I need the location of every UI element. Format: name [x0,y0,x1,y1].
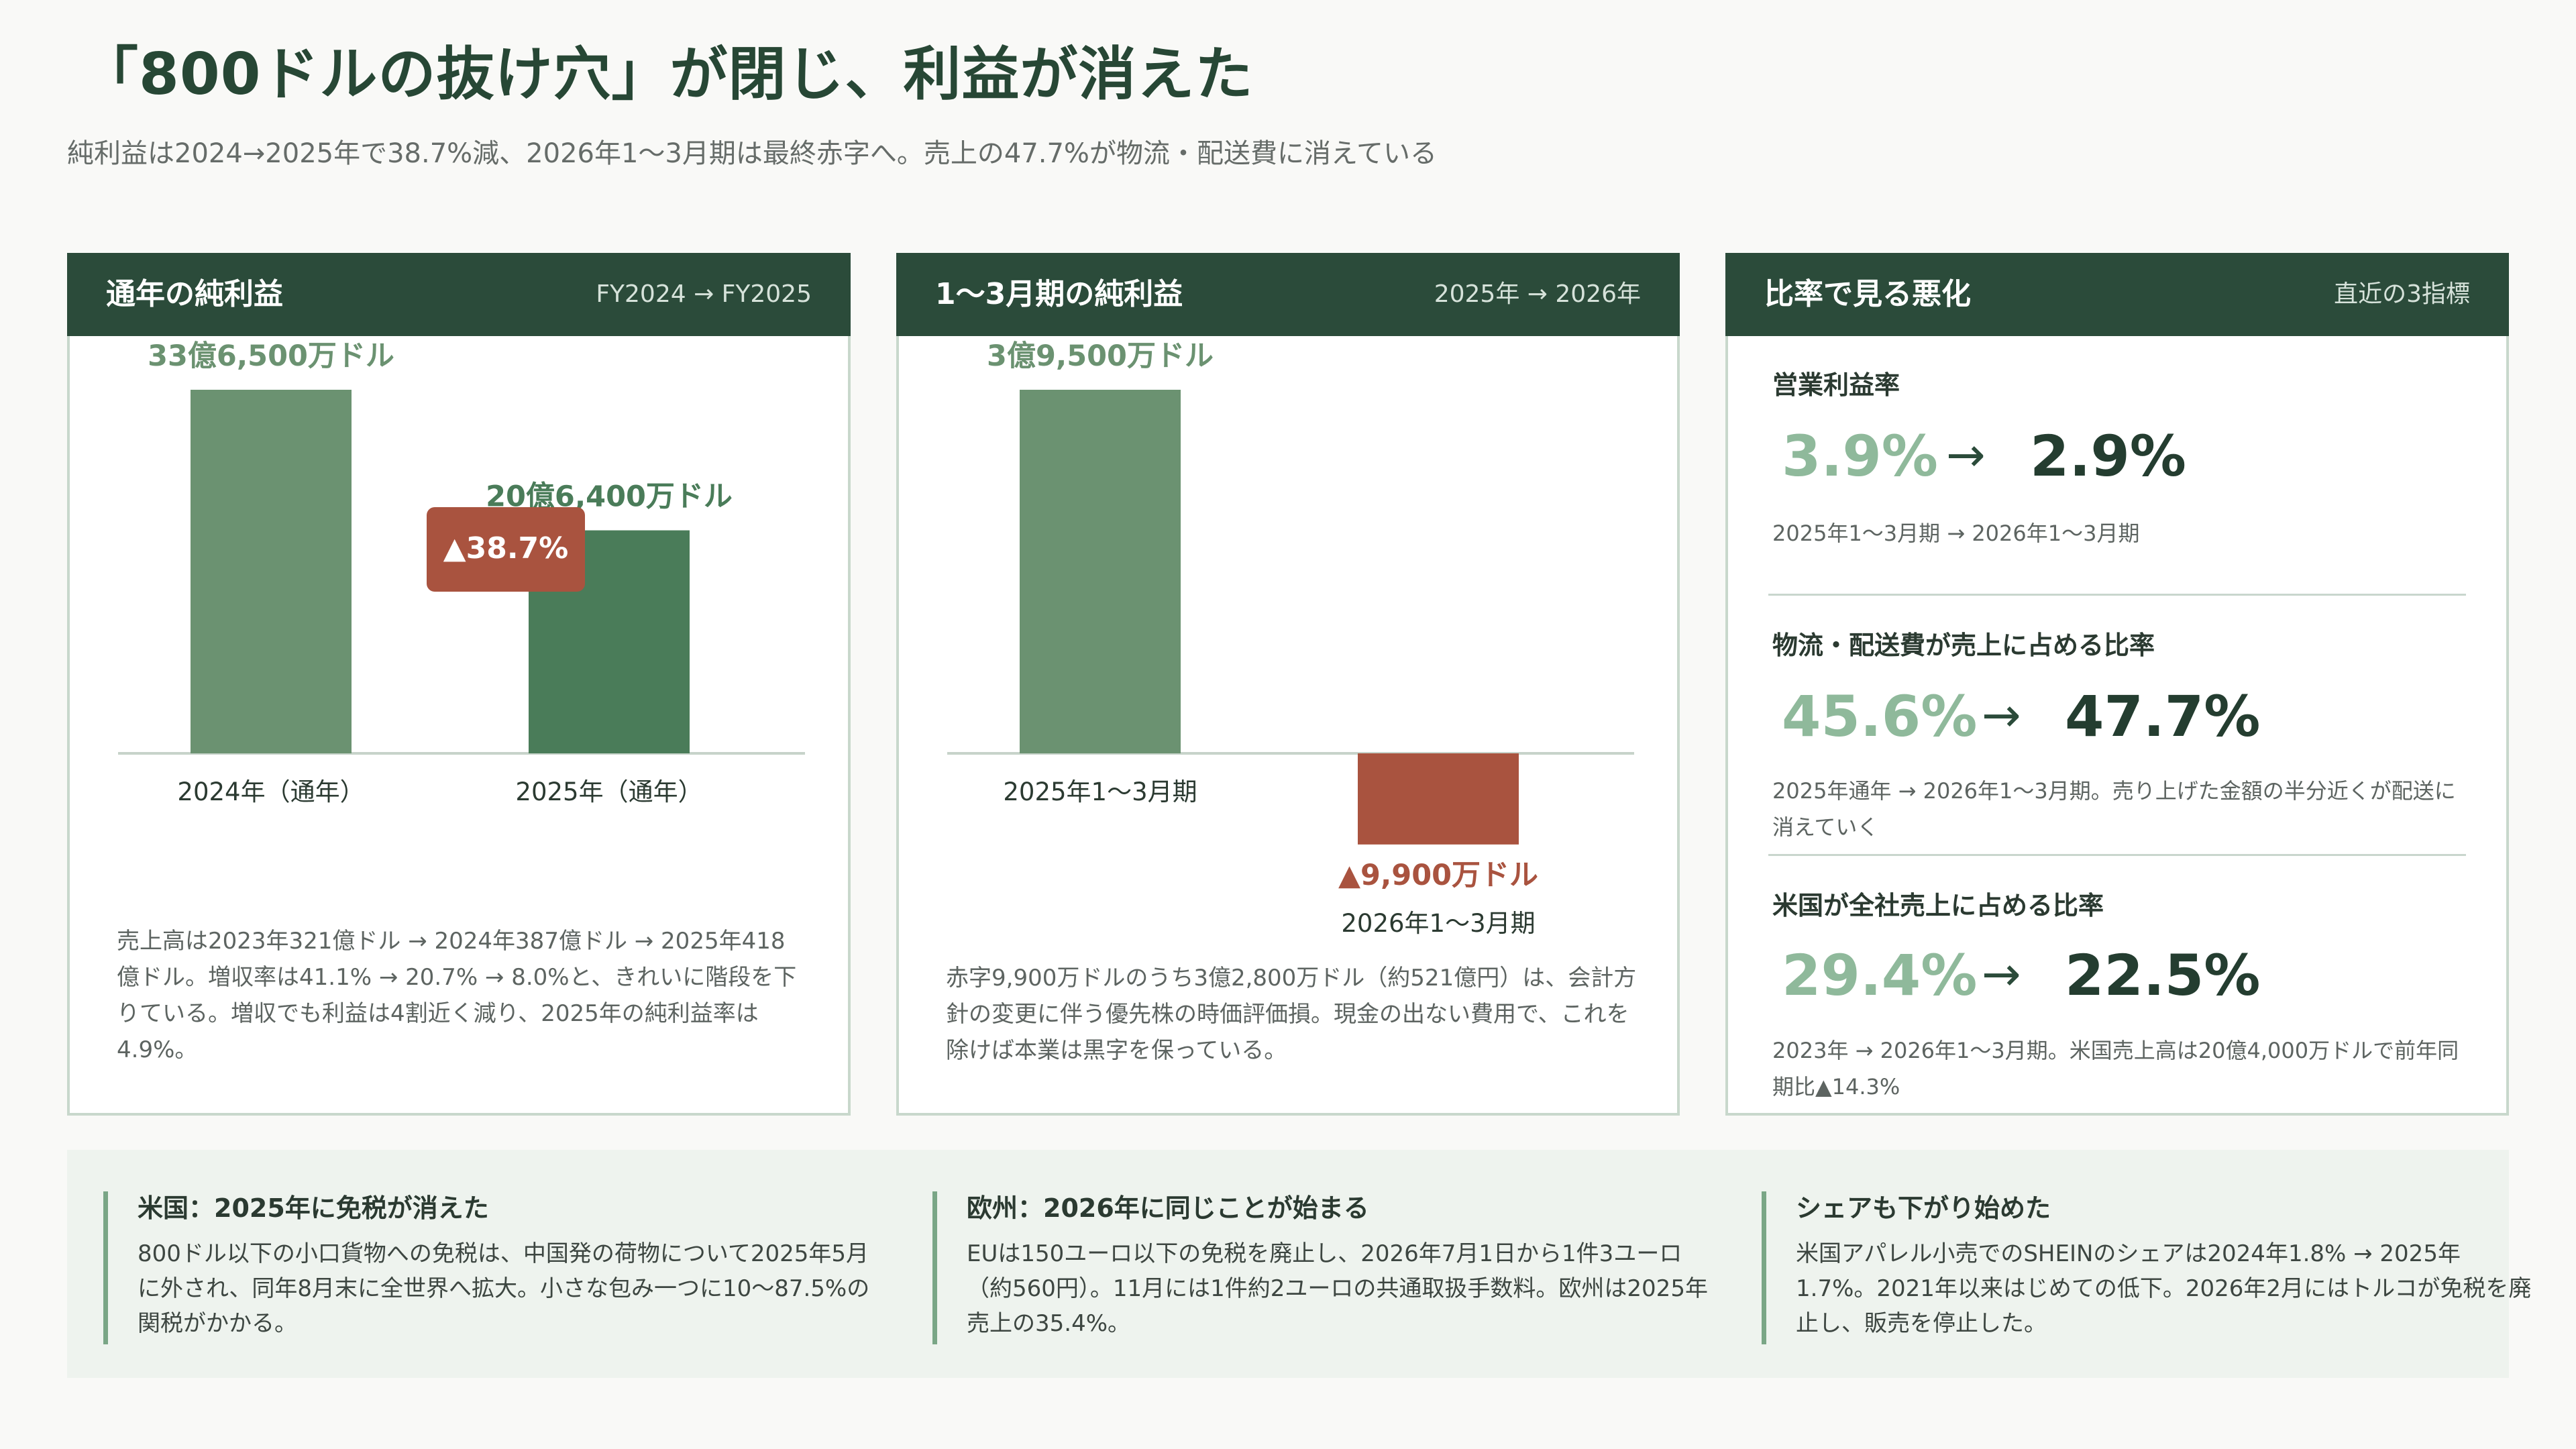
ratio-from-value: 45.6% [1782,684,1978,749]
page-title: 「800ドルの抜け穴」が閉じ、利益が消えた [80,41,1254,108]
annual-net-profit-chart: 33億6,500万ドル2024年（通年）20億6,400万ドル2025年（通年）… [118,339,805,806]
card-range: 直近の3指標 [2334,280,2470,308]
card-note: 赤字9,900万ドルのうち3億2,800万ドル（約521億円）は、会計方針の変更… [946,965,1637,1064]
card-title: 通年の純利益 [106,277,283,311]
card-quarter-net-profit: 1〜3月期の純利益 2025年 → 2026年 3億9,500万ドル 2025年1… [896,253,1680,1116]
data-label: 3億9,500万ドル [987,339,1214,373]
card-note: 売上高は2023年321億ドル → 2024年387億ドル → 2025年418… [117,928,797,1063]
ratio-note: 2025年1〜3月期 → 2026年1〜3月期 [1772,521,2140,546]
context-share: シェアも下がり始めた 米国アパレル小売でのSHEINのシェアは2024年1.8%… [1762,1191,2540,1344]
x-tick-label: 2025年（通年） [515,777,702,806]
ratio-name-logistics-share: 物流・配送費が売上に占める比率 [1772,631,2155,660]
context-us: 米国：2025年に免税が消えた 800ドル以下の小口貨物への免税は、中国発の荷物… [103,1191,881,1344]
card-annual-net-profit: 通年の純利益 FY2024 → FY2025 33億6,500万ドル 2024年（… [67,253,851,1116]
arrow-right-icon: → [1946,427,1986,482]
context-text: 800ドル以下の小口貨物への免税は、中国発の荷物について2025年5月に外され、… [138,1240,870,1337]
bar-2 [1358,753,1519,845]
card-header: 比率で見る悪化 直近の3指標 [1725,253,2509,336]
ratio-from-value: 3.9% [1782,423,1938,489]
x-tick-label: 2024年（通年） [177,777,364,806]
data-label: ▲9,900万ドル [1338,859,1538,892]
x-tick-label: 2026年1〜3月期 [1341,909,1535,938]
page-subtitle: 純利益は2024→2025年で38.7%減、2026年1〜3月期は最終赤字へ。売… [67,138,1437,169]
context-text: 米国アパレル小売でのSHEINのシェアは2024年1.8% → 2025年1.7… [1796,1240,2532,1337]
ratio-to-value: 22.5% [2065,943,2261,1008]
bar-1 [191,390,352,753]
context-title: 米国：2025年に免税が消えた [138,1193,489,1223]
context-title: 欧州：2026年に同じことが始まる [967,1193,1369,1223]
ratio-note: 2023年 → 2026年1〜3月期。米国売上高は20億4,000万ドルで前年同… [1772,1038,2459,1099]
bottom-context-panel: 米国：2025年に免税が消えた 800ドル以下の小口貨物への免税は、中国発の荷物… [67,1150,2531,1378]
arrow-right-icon: → [1982,947,2021,1002]
arrow-right-icon: → [1982,688,2021,743]
card-ratios: 比率で見る悪化 直近の3指標 営業利益率 3.9% → 2.9% 2025年1〜… [1725,253,2509,1116]
card-range: 2025年 → 2026年 [1434,280,1641,308]
card-title: 1〜3月期の純利益 [935,277,1183,311]
card-range: FY2024 → FY2025 [596,280,812,308]
change-badge-label: ▲38.7% [443,531,568,566]
ratio-name-us-share: 米国が全社売上に占める比率 [1772,891,2104,920]
ratio-to-value: 2.9% [2030,423,2186,489]
change-badge [427,507,585,592]
card-header: 1〜3月期の純利益 2025年 → 2026年 [896,253,1680,336]
data-label: 33億6,500万ドル [148,339,394,373]
ratio-name-operating-margin: 営業利益率 [1772,370,1900,400]
bar-1 [1020,390,1181,753]
context-text: EUは150ユーロ以下の免税を廃止し、2026年7月1日から1件3ユーロ（約56… [967,1240,1708,1337]
divider [1768,594,2466,596]
quarter-net-profit-chart: 3億9,500万ドル 2025年1〜3月期 ▲9,900万ドル 2026年1〜3月期 [947,339,1634,938]
ratio-from-value: 29.4% [1782,943,1978,1008]
ratio-to-value: 47.7% [2065,684,2261,749]
card-title: 比率で見る悪化 [1764,277,1971,311]
divider [1768,854,2466,856]
x-tick-label: 2025年1〜3月期 [1003,777,1197,806]
ratio-note: 2025年通年 → 2026年1〜3月期。売り上げた金額の半分近くが配送に消えて… [1772,778,2456,840]
context-title: シェアも下がり始めた [1796,1193,2051,1223]
card-header: 通年の純利益 FY2024 → FY2025 [67,253,851,336]
context-eu: 欧州：2026年に同じことが始まる EUは150ユーロ以下の免税を廃止し、202… [932,1191,1711,1344]
